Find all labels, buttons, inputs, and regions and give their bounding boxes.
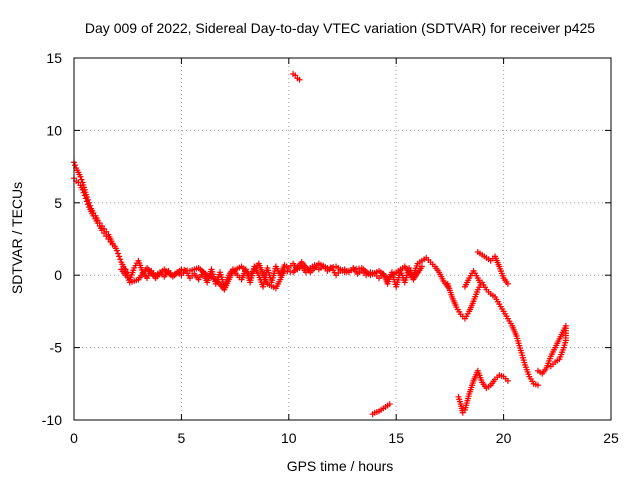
data-point: [547, 363, 554, 370]
data-point: [418, 263, 425, 270]
data-point: [83, 198, 90, 205]
data-point: [79, 186, 86, 193]
x-axis-label: GPS time / hours: [287, 458, 394, 474]
x-tick-label: 0: [70, 430, 78, 446]
tick-labels: 0 5 10 15 20 25 -10 -5 0 5 10 15: [42, 50, 619, 446]
grid-lines: [74, 58, 611, 420]
data-point: [80, 189, 87, 196]
data-point: [82, 195, 89, 202]
data-point: [116, 253, 123, 260]
x-tick-label: 10: [281, 430, 297, 446]
data-point: [115, 250, 122, 257]
x-tick-label: 20: [496, 430, 512, 446]
data-point: [109, 241, 116, 248]
y-tick-label: -5: [50, 340, 63, 356]
data-point: [296, 76, 303, 83]
chart-title: Day 009 of 2022, Sidereal Day-to-day VTE…: [85, 20, 595, 36]
data-points: [71, 70, 569, 418]
y-tick-label: 10: [46, 122, 62, 138]
y-axis-label: SDTVAR / TECUs: [9, 182, 25, 294]
y-tick-label: -10: [42, 412, 62, 428]
data-point: [117, 256, 124, 263]
y-tick-label: 5: [54, 195, 62, 211]
data-point: [504, 377, 511, 384]
data-point: [386, 401, 393, 408]
data-point: [534, 382, 541, 389]
x-tick-label: 5: [178, 430, 186, 446]
data-point: [81, 192, 88, 199]
data-point: [72, 162, 79, 169]
axis-ticks: [73, 57, 612, 421]
data-point: [78, 176, 85, 183]
data-point: [84, 201, 91, 208]
x-tick-label: 15: [388, 430, 404, 446]
data-point: [504, 280, 511, 287]
plot-frame: [73, 57, 612, 421]
data-point: [77, 173, 84, 180]
y-tick-label: 15: [46, 50, 62, 66]
x-tick-label: 25: [603, 430, 619, 446]
data-point: [113, 247, 120, 254]
y-tick-label: 0: [54, 267, 62, 283]
data-point: [476, 279, 483, 286]
